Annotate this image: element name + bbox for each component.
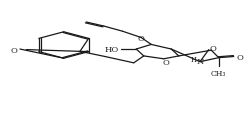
Text: H: H [191, 55, 197, 63]
Text: O: O [209, 45, 216, 53]
Text: O: O [10, 47, 17, 55]
Text: HO: HO [105, 46, 119, 54]
Text: O: O [236, 53, 243, 61]
Text: N: N [196, 58, 204, 66]
Text: O: O [138, 34, 145, 42]
Text: O: O [163, 58, 170, 66]
Text: CH₃: CH₃ [211, 70, 226, 78]
